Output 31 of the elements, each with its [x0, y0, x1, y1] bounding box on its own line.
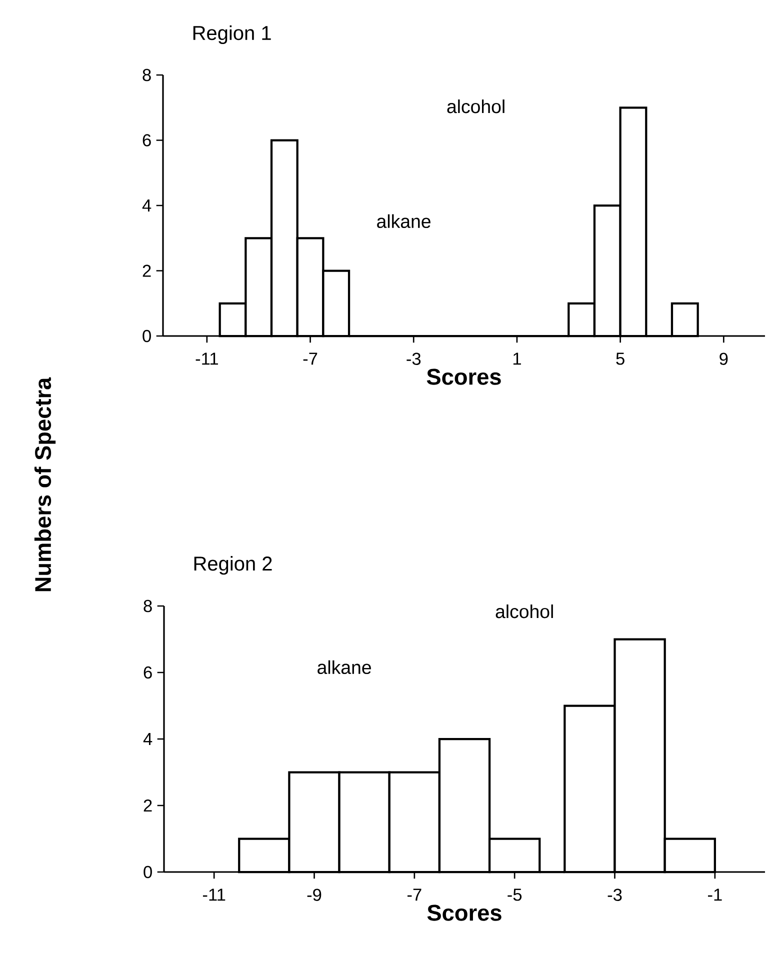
x-tick-label: -3 — [608, 888, 622, 901]
chart-title: Region 2 — [194, 556, 272, 575]
x-tick-label: -9 — [307, 888, 322, 901]
x-tick-label: 9 — [720, 352, 728, 365]
x-tick-label: -11 — [202, 888, 226, 901]
x-tick-label: 1 — [513, 352, 521, 365]
y-tick-label: 0 — [142, 330, 151, 342]
x-tick-label: -7 — [407, 888, 422, 901]
y-axis-title: Numbers of Spectra — [34, 377, 56, 592]
x-tick-label: 5 — [616, 352, 624, 365]
y-tick-label: 6 — [144, 666, 152, 679]
x-axis-title: Scores — [426, 368, 501, 385]
x-tick-label: -11 — [196, 352, 218, 365]
x-tick-label: -1 — [708, 888, 722, 901]
annotation: alkane — [318, 660, 371, 674]
y-tick-label: 8 — [142, 68, 151, 82]
y-tick-label: 4 — [142, 200, 152, 212]
y-tick-label: 2 — [144, 799, 152, 812]
chart-title: Region 1 — [193, 25, 271, 44]
y-tick-label: 8 — [144, 600, 152, 612]
y-tick-label: 6 — [142, 134, 151, 146]
x-tick-label: -3 — [406, 352, 421, 365]
x-axis-title: Scores — [427, 904, 502, 921]
y-tick-label: 4 — [143, 733, 152, 745]
y-tick-label: 2 — [142, 264, 151, 277]
y-tick-label: 0 — [144, 866, 152, 878]
x-tick-label: -5 — [508, 888, 522, 901]
annotation: alkane — [377, 214, 430, 228]
annotation: alcohol — [496, 604, 553, 618]
x-tick-label: -7 — [303, 352, 318, 365]
annotation: alcohol — [447, 99, 504, 114]
